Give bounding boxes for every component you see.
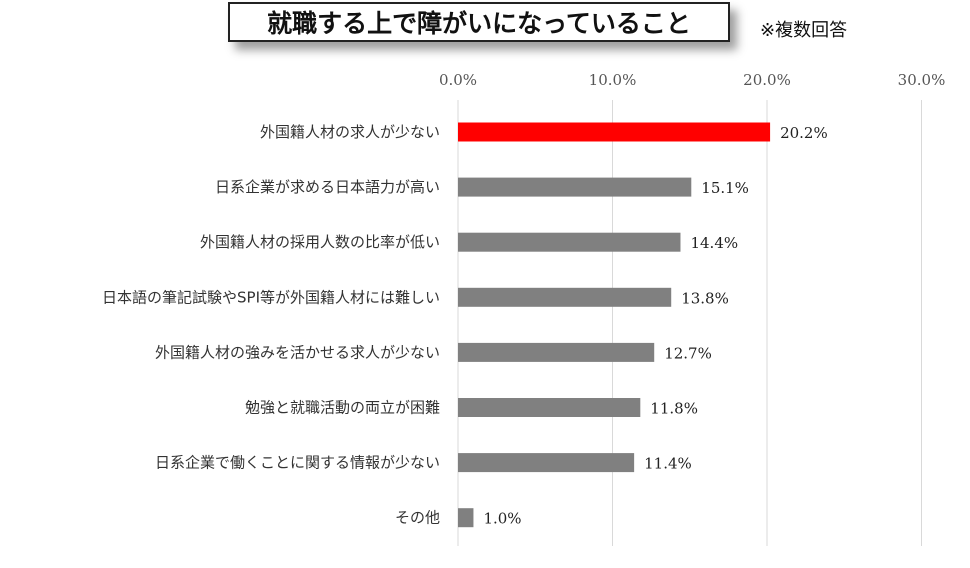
bars [458,122,771,528]
x-tick-label: 30.0% [898,71,946,89]
category-labels: 外国籍人材の求人が少ない日系企業が求める日本語力が高い外国籍人材の採用人数の比率… [102,123,440,527]
data-label: 1.0% [483,510,521,528]
category-label: 日系企業で働くことに関する情報が少ない [155,454,440,472]
grid-lines [457,100,922,546]
bar [458,508,474,528]
bar [458,342,655,362]
data-label: 11.8% [650,400,698,418]
bar [458,177,692,197]
category-label: 日系企業が求める日本語力が高い [215,178,440,196]
category-label: 日本語の筆記試験やSPI等が外国籍人材には難しい [102,288,440,306]
category-label: その他 [395,509,440,527]
x-tick-label: 0.0% [439,71,477,89]
multiple-answer-note: ※複数回答 [760,20,848,41]
x-axis-tick-labels: 0.0% 10.0% 20.0% 30.0% [439,71,945,89]
category-label: 勉強と就職活動の両立が困難 [245,399,440,417]
data-label: 12.7% [664,344,712,362]
category-label: 外国籍人材の強みを活かせる求人が少ない [155,343,440,361]
chart-title: 就職する上で障がいになっていること [228,2,730,42]
data-labels: 20.2% 15.1% 14.4% 13.8% 12.7% 11.8% 11.4% 1.0% [483,124,827,528]
category-label: 外国籍人材の採用人数の比率が低い [200,233,440,251]
category-label: 外国籍人材の求人が少ない [260,123,440,141]
bar [458,122,771,142]
data-label: 13.8% [681,289,729,307]
x-tick-label: 20.0% [743,71,791,89]
data-label: 14.4% [690,234,738,252]
bar [458,398,641,417]
data-label: 15.1% [701,179,749,197]
bar [458,287,672,307]
data-label: 11.4% [644,455,692,473]
bar [458,232,681,252]
data-label: 20.2% [780,124,828,142]
bar [458,453,635,473]
x-tick-label: 10.0% [589,71,637,89]
